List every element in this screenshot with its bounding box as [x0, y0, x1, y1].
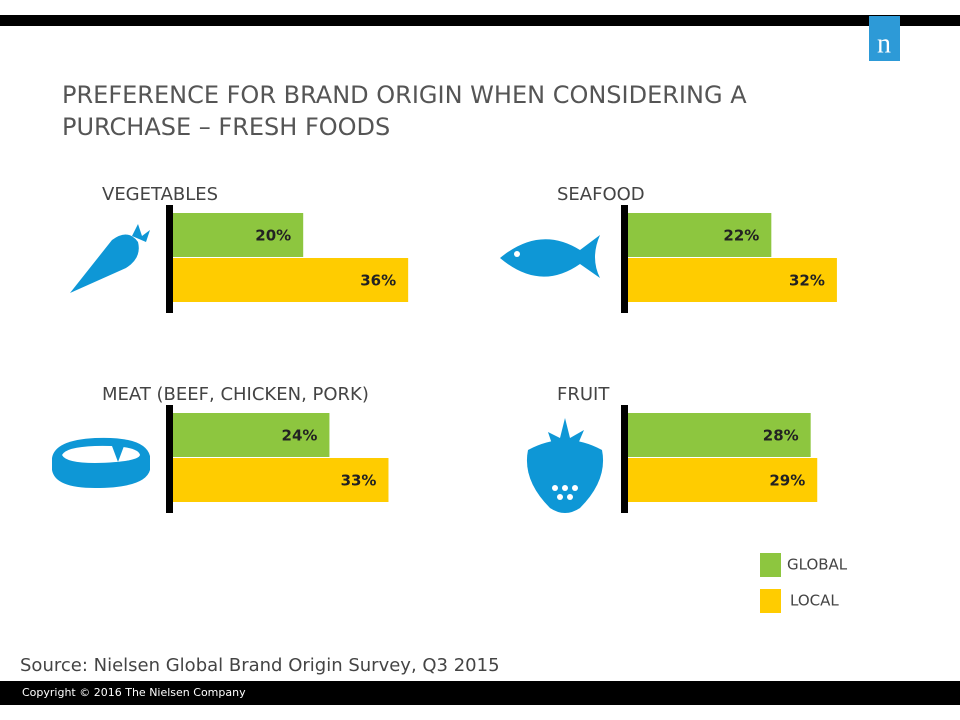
value-label: 24% — [282, 427, 318, 445]
chart-title: MEAT (BEEF, CHICKEN, PORK) — [102, 384, 369, 405]
bar — [627, 213, 772, 257]
source: Source: Nielsen Global Brand Origin Surv… — [20, 655, 500, 676]
value-label: 32% — [789, 272, 825, 290]
value-label: 33% — [341, 472, 377, 490]
bar — [627, 458, 818, 502]
bar — [627, 413, 811, 457]
axis-line — [166, 205, 173, 313]
chart-title: FRUIT — [557, 384, 610, 405]
bar — [172, 413, 330, 457]
bar — [627, 258, 837, 302]
bar — [172, 213, 304, 257]
bar — [172, 458, 389, 502]
fish-icon — [500, 235, 600, 278]
logo: n — [877, 28, 891, 59]
value-label: 20% — [255, 227, 291, 245]
value-label: 28% — [763, 427, 799, 445]
legend-label: GLOBAL — [787, 556, 848, 574]
legend-label: LOCAL — [790, 592, 839, 610]
steak-icon — [52, 437, 150, 488]
title-line: PURCHASE – FRESH FOODS — [62, 113, 390, 141]
legend-swatch — [760, 553, 781, 577]
axis-line — [621, 405, 628, 513]
logo-box — [869, 16, 900, 61]
bottom-bar — [0, 681, 960, 705]
strawberry-icon — [526, 418, 604, 513]
carrot-icon — [70, 224, 150, 293]
value-label: 36% — [360, 272, 396, 290]
chart-title: VEGETABLES — [102, 184, 218, 205]
value-label: 22% — [723, 227, 759, 245]
legend-swatch — [760, 589, 781, 613]
axis-line — [621, 205, 628, 313]
chart-title: SEAFOOD — [557, 184, 645, 205]
top-bar — [0, 15, 960, 26]
title-line: PREFERENCE FOR BRAND ORIGIN WHEN CONSIDE… — [62, 81, 747, 109]
copyright: Copyright © 2016 The Nielsen Company — [22, 686, 246, 699]
value-label: 29% — [769, 472, 805, 490]
bar — [172, 258, 409, 302]
axis-line — [166, 405, 173, 513]
